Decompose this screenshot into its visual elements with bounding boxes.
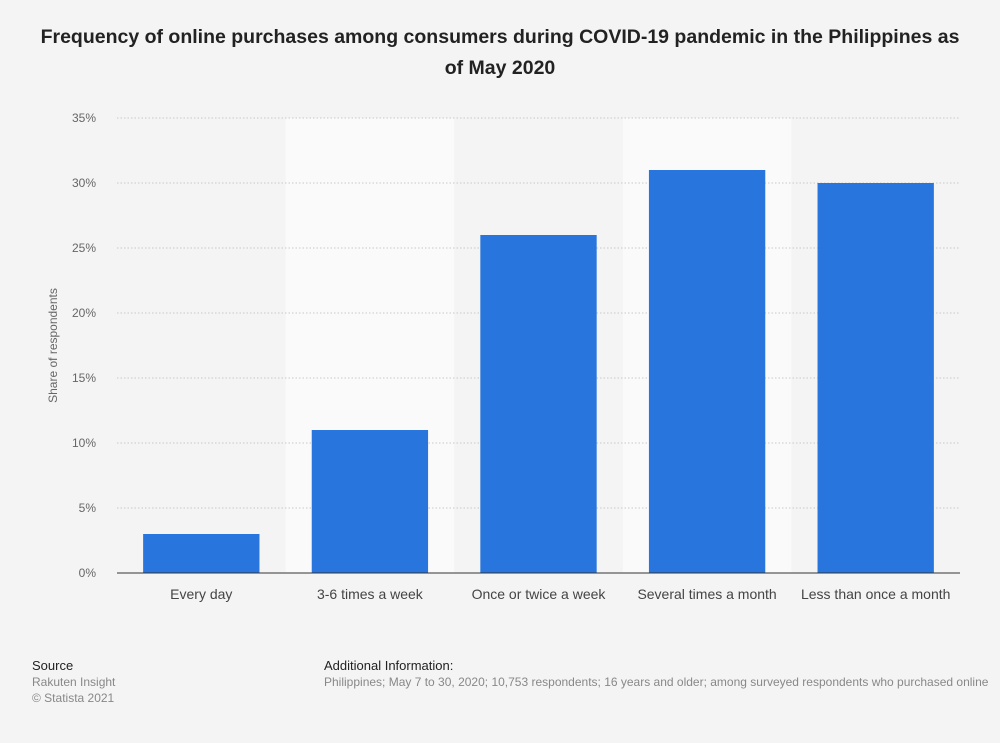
y-tick-label: 0% xyxy=(79,566,97,580)
source-line-2: © Statista 2021 xyxy=(32,691,115,705)
source-heading: Source xyxy=(32,658,74,673)
bar-chart: 0% 5% 10% 15% 20% 25% 30% 35% Every day 3-6 times… xyxy=(46,111,960,602)
x-tick-label: Once or twice a week xyxy=(472,586,607,602)
x-tick-label: 3-6 times a week xyxy=(317,586,424,602)
source-line-1: Rakuten Insight xyxy=(32,675,116,689)
additional-info-block: Additional Information: Philippines; May… xyxy=(324,658,1000,690)
x-tick-label: Several times a month xyxy=(637,586,776,602)
bar xyxy=(648,170,766,573)
y-tick-label: 20% xyxy=(72,306,96,320)
y-tick-label: 5% xyxy=(79,501,97,515)
additional-info-heading: Additional Information: xyxy=(324,658,454,673)
y-tick-label: 10% xyxy=(72,436,96,450)
chart-title: Frequency of online purchases among cons… xyxy=(40,26,960,79)
bar xyxy=(311,430,429,573)
y-tick-label: 25% xyxy=(72,241,96,255)
y-tick-label: 35% xyxy=(72,111,96,125)
bar xyxy=(480,235,597,573)
y-tick-label: 15% xyxy=(72,371,96,385)
y-axis-title: Share of respondents xyxy=(46,288,60,403)
bar xyxy=(817,183,934,573)
x-tick-label: Less than once a month xyxy=(801,586,950,602)
source-block: Source Rakuten Insight © Statista 2021 xyxy=(32,658,115,706)
additional-info-text: Philippines; May 7 to 30, 2020; 10,753 r… xyxy=(324,675,989,689)
y-tick-label: 30% xyxy=(72,176,96,190)
bar xyxy=(143,534,260,573)
x-tick-label: Every day xyxy=(170,586,232,602)
